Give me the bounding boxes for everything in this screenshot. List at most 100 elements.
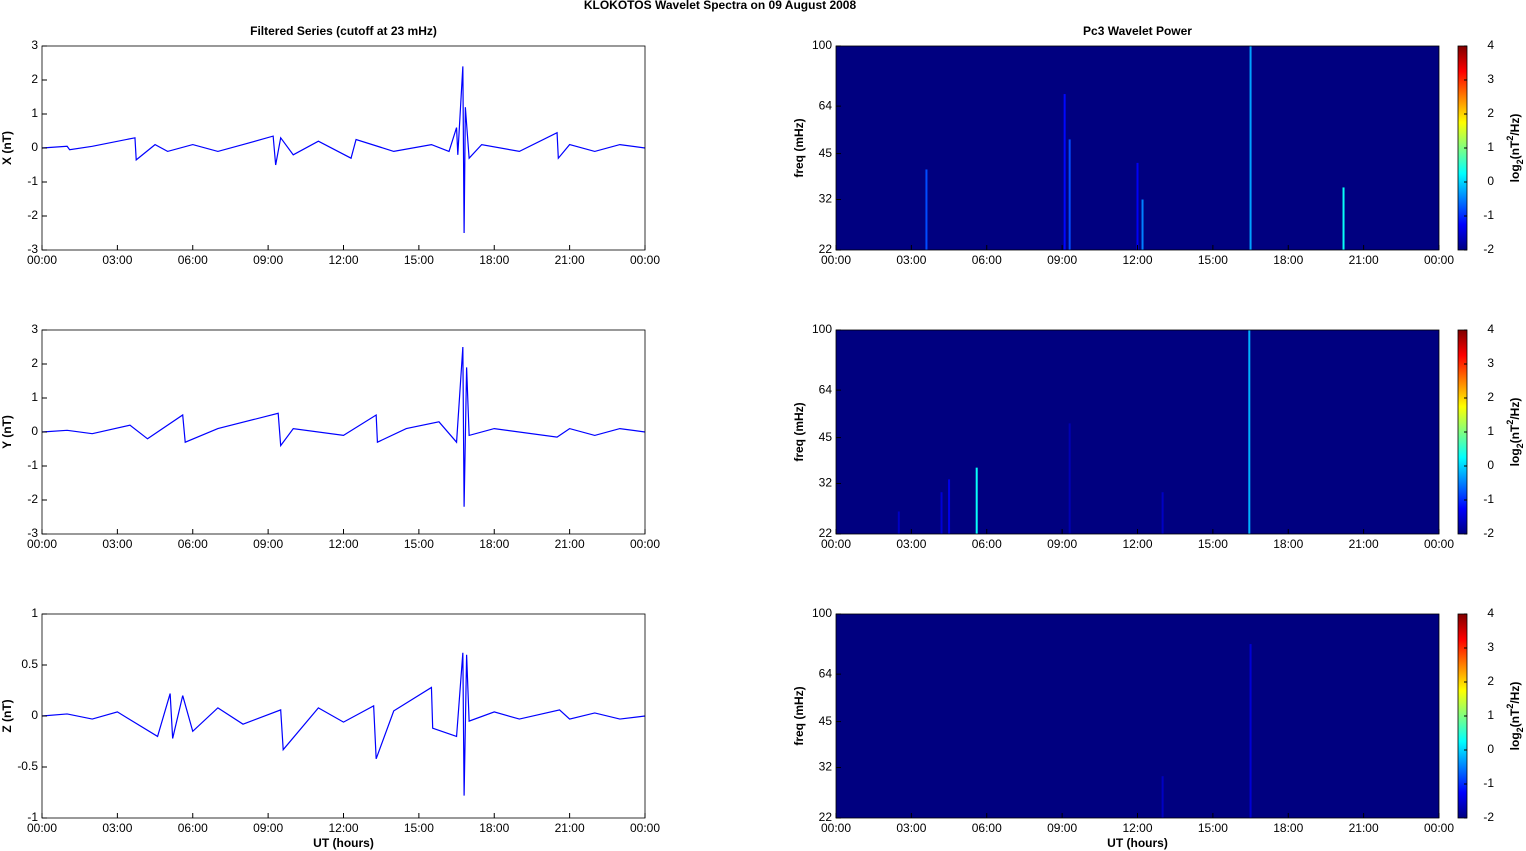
y-tick-label: -0.5 bbox=[17, 759, 38, 773]
plot-frame bbox=[41, 45, 646, 251]
colorbar-tick-label: 1 bbox=[1487, 140, 1494, 154]
colorbar-tick-label: 4 bbox=[1487, 322, 1494, 336]
power-streak bbox=[1141, 199, 1144, 250]
power-streak bbox=[1249, 644, 1252, 818]
colorbar-label-part: 2 bbox=[1505, 420, 1515, 425]
x-tick-label: 06:00 bbox=[178, 253, 208, 267]
x-tick-label: 00:00 bbox=[630, 537, 660, 551]
series-line bbox=[41, 346, 646, 507]
colorbar-tick-label: 2 bbox=[1487, 674, 1494, 688]
colorbar-label-part: 2 bbox=[1505, 136, 1515, 141]
colorbar-tick-label: 4 bbox=[1487, 38, 1494, 52]
y-tick-label: 1 bbox=[31, 606, 38, 620]
colorbar-label-part: log bbox=[1508, 448, 1522, 466]
y-axis-label: X (nT) bbox=[0, 131, 14, 165]
y-tick-label: 0 bbox=[31, 708, 38, 722]
power-streak bbox=[1068, 423, 1071, 534]
x-axis-label: UT (hours) bbox=[1107, 836, 1168, 850]
x-tick-label: 15:00 bbox=[404, 253, 434, 267]
y-tick-label: 0 bbox=[31, 140, 38, 154]
x-tick-label: 12:00 bbox=[1122, 537, 1152, 551]
x-tick-label: 03:00 bbox=[896, 537, 926, 551]
x-tick-label: 18:00 bbox=[1273, 253, 1303, 267]
x-tick-label: 09:00 bbox=[253, 253, 283, 267]
y-tick-label: 22 bbox=[819, 810, 833, 824]
y-tick-label: 2 bbox=[31, 72, 38, 86]
power-streak bbox=[940, 492, 943, 534]
y-tick-label: 3 bbox=[31, 322, 38, 336]
colorbar-tick-label: 0 bbox=[1487, 174, 1494, 188]
colorbar-tick-label: 1 bbox=[1487, 708, 1494, 722]
y-tick-label: 32 bbox=[819, 760, 833, 774]
y-tick-label: 64 bbox=[819, 98, 833, 112]
x-axis-label: UT (hours) bbox=[313, 836, 374, 850]
colorbar-label-part: (nT bbox=[1508, 708, 1522, 727]
colorbar-label-part: 2 bbox=[1505, 704, 1515, 709]
power-streak bbox=[975, 467, 978, 534]
colorbar-label: log2(nT2/Hz) bbox=[1505, 114, 1525, 183]
x-tick-label: 06:00 bbox=[972, 253, 1002, 267]
y-axis-label: freq (mHz) bbox=[792, 118, 806, 177]
x-tick-label: 15:00 bbox=[1198, 253, 1228, 267]
y-tick-label: -3 bbox=[27, 242, 38, 256]
y-tick-label: 1 bbox=[31, 390, 38, 404]
x-tick-label: 06:00 bbox=[972, 537, 1002, 551]
colorbar-label-part: (nT bbox=[1508, 140, 1522, 159]
y-tick-label: 0.5 bbox=[21, 657, 38, 671]
x-tick-label: 00:00 bbox=[821, 537, 851, 551]
x-tick-label: 09:00 bbox=[253, 821, 283, 835]
x-tick-label: 03:00 bbox=[102, 253, 132, 267]
colorbar-label-part: /Hz) bbox=[1508, 682, 1522, 704]
colorbar-label-part: log bbox=[1508, 732, 1522, 750]
y-tick-label: 1 bbox=[31, 106, 38, 120]
y-axis-label: freq (mHz) bbox=[792, 402, 806, 461]
y-tick-label: 100 bbox=[812, 322, 832, 336]
x-tick-label: 00:00 bbox=[630, 253, 660, 267]
colorbar-label-part: 2 bbox=[1515, 159, 1525, 164]
plot-frame bbox=[41, 613, 646, 819]
colorbar-tick-label: 3 bbox=[1487, 356, 1494, 370]
colorbar-label-part: 2 bbox=[1515, 727, 1525, 732]
colorbar-tick-label: 3 bbox=[1487, 72, 1494, 86]
x-tick-label: 03:00 bbox=[102, 821, 132, 835]
colorbar-tick-label: 3 bbox=[1487, 640, 1494, 654]
series-line bbox=[41, 66, 646, 234]
y-tick-label: 0 bbox=[31, 424, 38, 438]
x-tick-label: 15:00 bbox=[404, 537, 434, 551]
x-tick-label: 03:00 bbox=[896, 253, 926, 267]
x-tick-label: 00:00 bbox=[821, 253, 851, 267]
power-streak bbox=[1248, 330, 1251, 534]
power-streak bbox=[1068, 139, 1071, 250]
x-tick-label: 00:00 bbox=[27, 537, 57, 551]
x-tick-label: 06:00 bbox=[972, 821, 1002, 835]
power-streak bbox=[1161, 776, 1164, 818]
y-tick-label: 45 bbox=[819, 430, 833, 444]
x-tick-label: 21:00 bbox=[555, 537, 585, 551]
colorbar-label-part: /Hz) bbox=[1508, 398, 1522, 420]
power-streak bbox=[925, 169, 928, 250]
panel-title: Filtered Series (cutoff at 23 mHz) bbox=[250, 24, 437, 38]
y-tick-label: 32 bbox=[819, 476, 833, 490]
y-axis-label: Y (nT) bbox=[0, 415, 14, 449]
x-tick-label: 09:00 bbox=[1047, 537, 1077, 551]
x-tick-label: 03:00 bbox=[896, 821, 926, 835]
x-tick-label: 00:00 bbox=[1424, 821, 1454, 835]
y-tick-label: 2 bbox=[31, 356, 38, 370]
x-tick-label: 15:00 bbox=[1198, 537, 1228, 551]
x-tick-label: 00:00 bbox=[27, 253, 57, 267]
y-tick-label: -2 bbox=[27, 492, 38, 506]
colorbar-tick-label: 0 bbox=[1487, 742, 1494, 756]
x-tick-label: 21:00 bbox=[1349, 821, 1379, 835]
x-tick-label: 06:00 bbox=[178, 821, 208, 835]
y-tick-label: 22 bbox=[819, 242, 833, 256]
colorbar-tick-label: 2 bbox=[1487, 106, 1494, 120]
colorbar-tick-label: -2 bbox=[1483, 242, 1494, 256]
x-tick-label: 12:00 bbox=[328, 821, 358, 835]
colorbar-label: log2(nT2/Hz) bbox=[1505, 398, 1525, 467]
x-tick-label: 15:00 bbox=[1198, 821, 1228, 835]
power-streak bbox=[897, 511, 900, 534]
y-tick-label: 22 bbox=[819, 526, 833, 540]
colorbar-tick-label: 1 bbox=[1487, 424, 1494, 438]
y-tick-label: 45 bbox=[819, 714, 833, 728]
x-tick-label: 21:00 bbox=[1349, 253, 1379, 267]
